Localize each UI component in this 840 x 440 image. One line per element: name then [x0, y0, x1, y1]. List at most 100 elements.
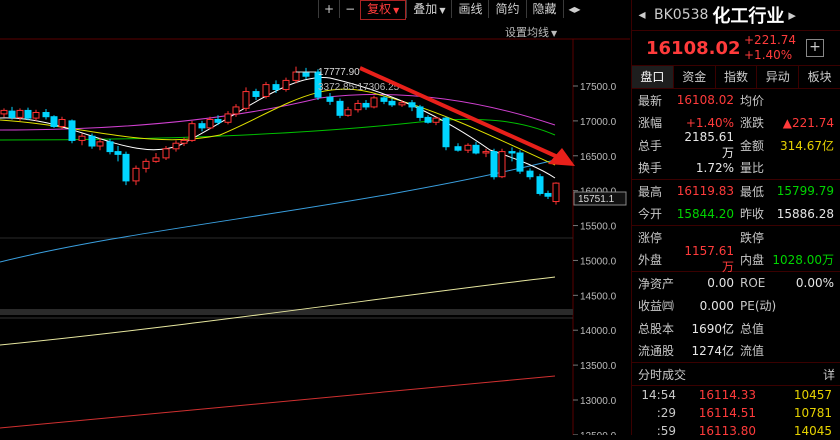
quote-label: 收益㈣ [638, 299, 675, 314]
quote-row: 涨停 跌停 [632, 225, 840, 249]
candle-body [326, 96, 334, 102]
trade-time: :29 [656, 406, 676, 420]
adjust-button[interactable]: 复权 ▼ [360, 0, 407, 20]
candle-body [58, 118, 66, 127]
overlay-button[interactable]: 叠加 ▼ [406, 0, 451, 18]
stock-header: ◂ BK0538 化工行业 ▸ [632, 0, 840, 31]
ma60-line [0, 159, 556, 263]
draw-line-button[interactable]: 画线 [451, 0, 488, 18]
ma5-line [0, 76, 556, 179]
candle-body [362, 102, 370, 108]
trade-price: 16114.33 [698, 388, 756, 402]
back-arrow-icon[interactable]: ◂ [638, 7, 646, 23]
forward-arrow-icon[interactable]: ▸ [788, 6, 796, 24]
quote-row: 换手 1.72% 量比 [632, 157, 840, 180]
candle-body [142, 160, 150, 169]
candle-body [180, 139, 188, 144]
overlay-label: 叠加 [413, 2, 438, 16]
candle-body [536, 176, 544, 194]
quote-value: 1690亿 [691, 321, 734, 336]
quote-label: 涨跌 [740, 116, 765, 131]
adjust-label: 复权 [367, 2, 392, 16]
axis-tick-label: 16500.0 [580, 152, 617, 163]
axis-tick-label: 13500.0 [580, 361, 617, 372]
settings-ma-button[interactable]: 设置均线 ▼ [505, 24, 557, 40]
candle-body [172, 142, 180, 150]
quote-value: 2185.61万 [684, 129, 734, 160]
candle-body [214, 118, 222, 123]
candle-body [96, 141, 104, 147]
quote-row: 最高 16119.83 最低 15799.79 [632, 179, 840, 203]
kline-chart[interactable]: 17500.017000.016500.016000.015500.015000… [0, 0, 630, 435]
quote-label: 涨幅 [638, 116, 663, 131]
tab-orderbook[interactable]: 盘口 [632, 66, 674, 88]
trade-volume: 14045 [793, 424, 832, 438]
axis-tick-label: 14500.0 [580, 291, 617, 302]
candle-body [490, 151, 498, 178]
ma120-line [0, 276, 556, 346]
quote-row: 净资产 0.00 ROE 0.00% [632, 271, 840, 295]
candle-body [408, 102, 416, 108]
quote-label: 换手 [638, 161, 663, 176]
axis-tick-label: 15000.0 [580, 256, 617, 267]
chevron-down-icon: ▼ [393, 6, 400, 15]
kline-svg[interactable]: 17500.017000.016500.016000.015500.015000… [0, 0, 630, 435]
quote-label: ROE [740, 276, 766, 291]
candle-body [552, 182, 560, 203]
trade-time: :59 [656, 424, 676, 438]
chevron-down-icon: ▼ [439, 6, 446, 15]
tab-sector[interactable]: 板块 [799, 66, 840, 88]
quote-label: 最低 [740, 184, 765, 199]
candle-body [398, 102, 406, 106]
axis-tick-label: 13000.0 [580, 396, 617, 407]
quote-label: 昨收 [740, 207, 765, 222]
zoom-out-button[interactable]: − [339, 0, 360, 18]
trade-row: 14:54 16114.33 10457 [632, 386, 840, 404]
trend-arrow [359, 66, 561, 160]
trade-row: :29 16114.51 10781 [632, 404, 840, 422]
price-tag-box [573, 191, 627, 206]
candle-body [188, 123, 196, 141]
quote-value: ▲221.74 [782, 115, 834, 130]
quote-value: +1.40% [685, 115, 734, 130]
quote-label: 流通股 [638, 344, 675, 359]
tab-index[interactable]: 指数 [716, 66, 758, 88]
quote-value: 1274亿 [691, 344, 734, 359]
axis-tick-label: 12500.0 [580, 431, 617, 435]
candle-body [526, 170, 534, 178]
zoom-in-button[interactable]: + [318, 0, 339, 18]
candle-body [432, 117, 440, 123]
candle-body [380, 97, 388, 102]
tab-funds[interactable]: 资金 [674, 66, 716, 88]
quote-label: 流值 [740, 344, 765, 359]
quote-value: 0.00 [707, 276, 734, 291]
quote-value: 0.00% [795, 276, 834, 291]
quote-label: 量比 [740, 161, 765, 176]
candle-body [464, 144, 472, 151]
quote-row: 涨幅 +1.40% 涨跌 ▲221.74 [632, 112, 840, 135]
quote-label: 最新 [638, 93, 663, 108]
candle-body [416, 106, 424, 118]
quote-label: 净资产 [638, 276, 675, 291]
settings-ma-label: 设置均线 [505, 26, 549, 39]
quote-row: 外盘 1157.61万 内盘 1028.00万 [632, 244, 840, 274]
simple-button[interactable]: 简约 [488, 0, 525, 18]
hide-button[interactable]: 隐藏 [525, 0, 563, 18]
price-row: 16108.02 +221.74 +1.40% + [632, 31, 840, 66]
axis-tick-label: 17000.0 [580, 117, 617, 128]
candle-body [508, 151, 516, 154]
candle-body [292, 71, 300, 81]
quote-label: 总值 [740, 321, 765, 336]
trades-list: 14:54 16114.33 10457:29 16114.51 10781 :59 161… [632, 386, 840, 440]
candle-body [152, 157, 160, 162]
expand-arrows-icon[interactable]: ◂▸ [562, 0, 586, 18]
add-watchlist-button[interactable]: + [806, 39, 825, 57]
trades-detail-button[interactable]: 详 [822, 367, 835, 382]
candle-body [198, 123, 206, 129]
tab-movement[interactable]: 异动 [757, 66, 800, 88]
quote-label: 最高 [638, 184, 663, 199]
candle-body [32, 112, 40, 119]
candle-body [314, 71, 322, 98]
quote-value: 1028.00万 [772, 253, 834, 268]
quote-label: 金额 [740, 138, 765, 153]
